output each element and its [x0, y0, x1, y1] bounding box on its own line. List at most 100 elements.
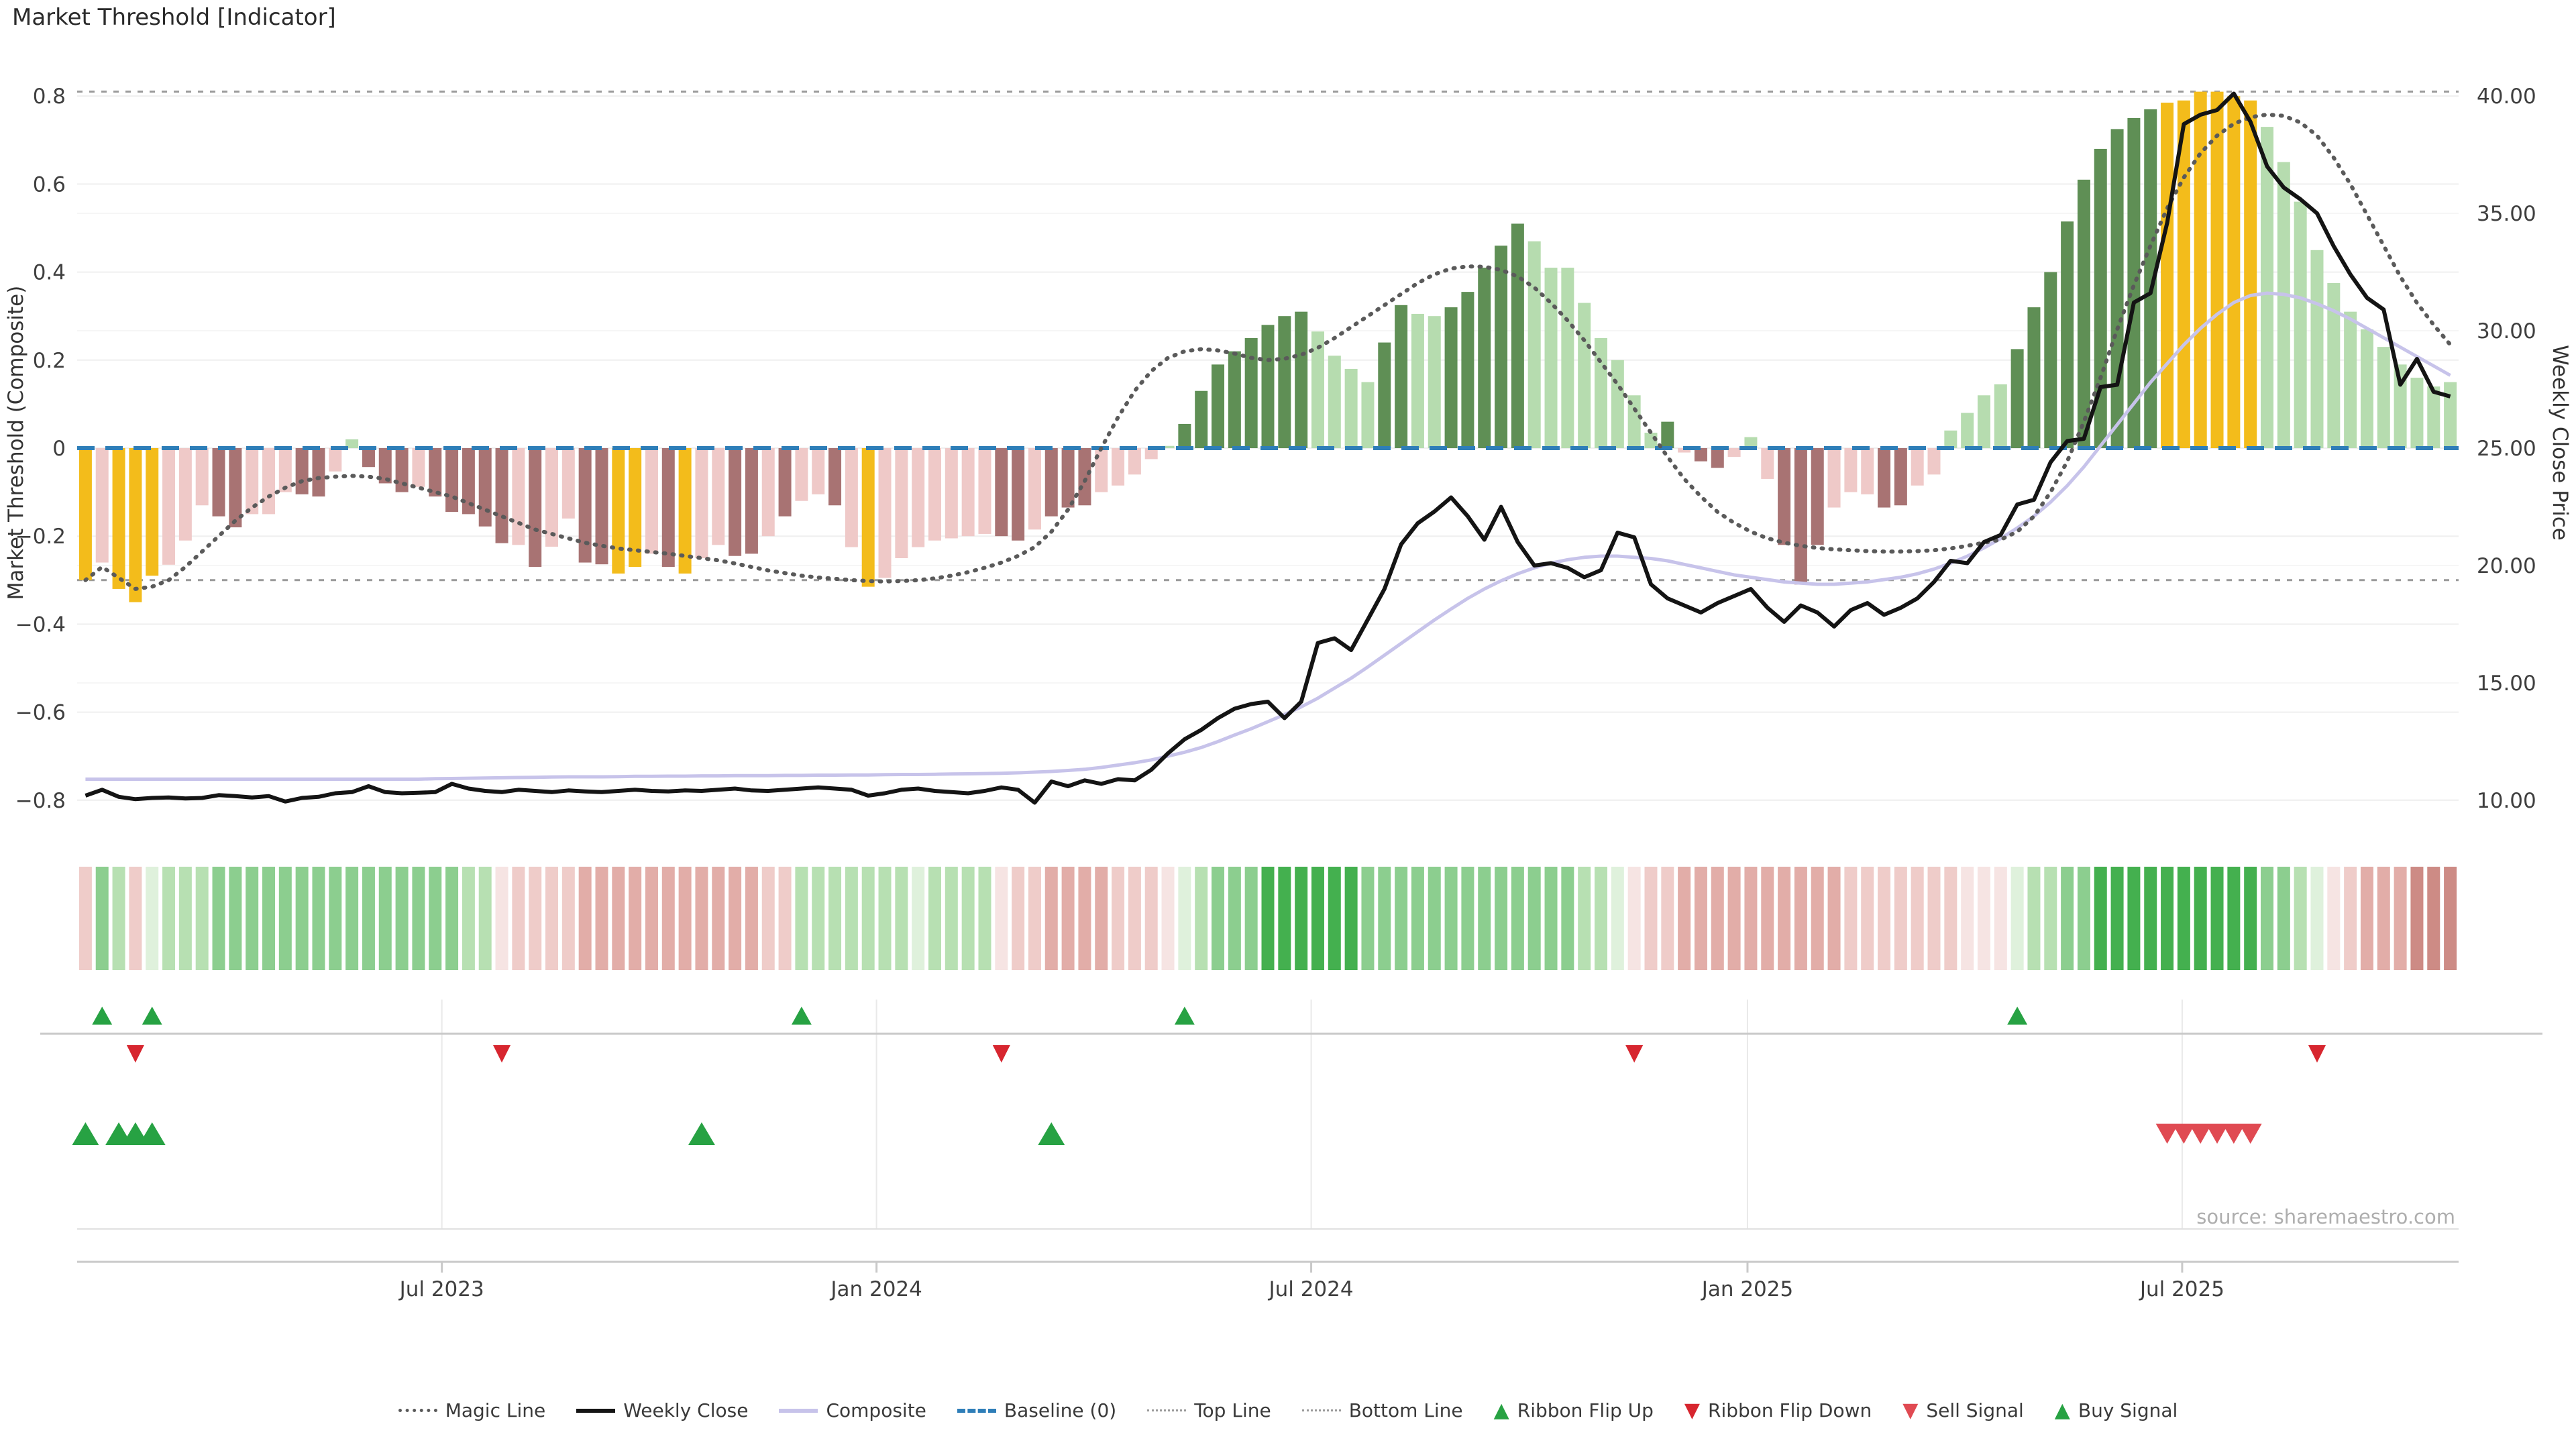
ribbon-bar: [246, 867, 259, 970]
threshold-bar: [945, 448, 958, 539]
threshold-bar: [78, 448, 92, 580]
threshold-bar: [2177, 100, 2190, 448]
ribbon-flip-up-marker: [1174, 1006, 1195, 1025]
ribbon-bar: [1578, 867, 1591, 970]
ribbon-bar: [2027, 867, 2041, 970]
ribbon-bar: [1461, 867, 1474, 970]
threshold-bar: [795, 448, 808, 501]
threshold-bar: [1811, 448, 1824, 545]
legend-label: Magic Line: [445, 1399, 546, 1421]
threshold-bar: [1744, 437, 1758, 448]
threshold-bar: [429, 448, 442, 497]
legend-label: Ribbon Flip Down: [1708, 1399, 1872, 1421]
threshold-bar: [1428, 316, 1441, 448]
ribbon-bar: [945, 867, 958, 970]
threshold-bar: [1212, 364, 1225, 448]
threshold-bar: [1511, 223, 1524, 448]
ribbon-bar: [1328, 867, 1341, 970]
ribbon-bar: [445, 867, 459, 970]
threshold-bar: [845, 448, 858, 547]
ribbon-bar: [695, 867, 708, 970]
threshold-bar: [612, 448, 625, 574]
y-tick-label-left: −0.2: [15, 525, 66, 549]
ribbon-bar: [95, 867, 109, 970]
threshold-bar: [1328, 356, 1341, 448]
legend-label: Top Line: [1194, 1399, 1271, 1421]
ribbon-bar: [1727, 867, 1741, 970]
ribbon-bar: [612, 867, 625, 970]
ribbon-bar: [745, 867, 758, 970]
legend-label: Sell Signal: [1926, 1399, 2024, 1421]
threshold-bar: [1261, 325, 1275, 448]
x-tick-label: Jul 2024: [1267, 1277, 1353, 1301]
threshold-bar: [378, 448, 392, 484]
threshold-bar: [812, 448, 825, 494]
ribbon-bar: [1278, 867, 1291, 970]
threshold-bar: [1228, 351, 1241, 448]
ribbon-bar: [2177, 867, 2190, 970]
threshold-bar: [1161, 445, 1175, 448]
y-tick-label-right: 25.00: [2477, 437, 2536, 461]
threshold-bar: [1278, 316, 1291, 448]
threshold-bar: [2194, 91, 2207, 448]
line-swatch-icon: [398, 1409, 437, 1412]
threshold-bar: [928, 448, 941, 541]
ribbon-bar: [1195, 867, 1208, 970]
ribbon-bar: [2427, 867, 2440, 970]
threshold-bar: [512, 448, 525, 545]
threshold-bar: [362, 448, 375, 468]
ribbon-bar: [495, 867, 508, 970]
page-title: Market Threshold [Indicator]: [12, 4, 336, 31]
ribbon-bar: [1844, 867, 1858, 970]
y-tick-label-right: 20.00: [2477, 554, 2536, 578]
threshold-bar: [2344, 311, 2357, 448]
y-tick-label-left: 0.6: [33, 172, 66, 197]
threshold-bar: [1311, 331, 1324, 448]
ribbon-bar: [1911, 867, 1924, 970]
ribbon-flip-down-marker: [992, 1045, 1010, 1063]
weekly-close-line: [85, 91, 2451, 805]
threshold-bar: [1627, 395, 1641, 448]
legend-item: Composite: [779, 1399, 926, 1421]
threshold-bar: [462, 448, 475, 515]
ribbon-bar: [928, 867, 941, 970]
ribbon-bar: [2061, 867, 2074, 970]
y-tick-label-right: 10.00: [2477, 789, 2536, 813]
threshold-bar: [1727, 448, 1741, 458]
ribbon-bar: [178, 867, 192, 970]
y-tick-label-left: −0.6: [15, 701, 66, 725]
y-tick-label-right: 30.00: [2477, 319, 2536, 343]
threshold-bar: [1144, 448, 1158, 460]
threshold-bar: [1244, 338, 1258, 448]
threshold-bar: [978, 448, 991, 534]
threshold-bar: [661, 448, 675, 568]
ribbon-bar: [1661, 867, 1674, 970]
threshold-bar: [2110, 129, 2124, 448]
threshold-bar: [1544, 268, 1558, 448]
legend-label: Buy Signal: [2078, 1399, 2178, 1421]
y-tick-label-right: 35.00: [2477, 202, 2536, 226]
y-tick-label-left: 0.4: [33, 261, 66, 285]
sell-signal-marker: [2206, 1124, 2229, 1144]
composite-line: [85, 291, 2451, 781]
x-tick-label: Jul 2025: [2139, 1277, 2224, 1301]
ribbon-bar: [262, 867, 275, 970]
threshold-bar: [2094, 148, 2107, 449]
threshold-bar: [129, 448, 142, 602]
threshold-bar: [295, 448, 309, 494]
line-swatch-icon: [957, 1408, 996, 1413]
ribbon-bar: [162, 867, 176, 970]
threshold-bar: [229, 448, 242, 528]
threshold-bar: [246, 448, 259, 515]
threshold-bar: [1012, 448, 1025, 541]
legend-label: Bottom Line: [1348, 1399, 1463, 1421]
ribbon-bar: [312, 867, 325, 970]
ribbon-bar: [828, 867, 842, 970]
threshold-bar: [1444, 307, 1458, 448]
threshold-bar: [2027, 307, 2041, 448]
ribbon-bar: [1994, 867, 2007, 970]
threshold-bar: [495, 448, 508, 543]
threshold-bars: [78, 91, 2457, 602]
sell-signal-marker: [2172, 1124, 2196, 1144]
threshold-bar: [961, 448, 975, 537]
